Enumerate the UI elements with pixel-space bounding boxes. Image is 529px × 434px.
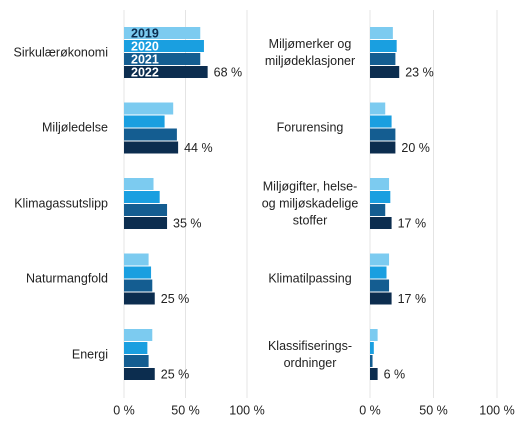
bar	[124, 141, 179, 154]
x-tick-label: 0 %	[113, 403, 135, 417]
bar	[124, 368, 155, 380]
bar	[370, 292, 392, 305]
bar	[370, 217, 392, 229]
bar	[124, 217, 168, 229]
x-tick-label: 50 %	[419, 403, 448, 417]
bar	[124, 27, 201, 39]
bar	[370, 115, 392, 128]
legend-label: 2019	[131, 26, 159, 40]
bar	[124, 40, 204, 52]
bar	[370, 141, 396, 154]
bar	[124, 178, 154, 190]
bar	[124, 66, 208, 78]
category-label: Naturmangfold	[26, 271, 108, 286]
bar	[124, 266, 152, 279]
category-label: Energi	[71, 347, 108, 361]
bar	[124, 292, 155, 305]
bar	[124, 102, 174, 115]
value-label: 35 %	[173, 216, 202, 230]
value-label: 68 %	[214, 65, 243, 79]
bar	[124, 329, 153, 341]
bar	[370, 66, 400, 78]
bar	[370, 191, 391, 203]
bar	[370, 204, 386, 216]
legend-label: 2022	[131, 65, 159, 79]
x-tick-label: 100 %	[479, 403, 514, 417]
value-label: 25 %	[161, 292, 190, 306]
bar	[124, 355, 149, 367]
bar	[370, 279, 390, 292]
x-tick-label: 100 %	[229, 403, 264, 417]
category-label: Miljømerker og miljødeklasjoner	[264, 36, 356, 68]
value-label: 20 %	[401, 141, 430, 155]
category-label: Forurensing	[276, 120, 344, 135]
bar	[124, 128, 177, 141]
bar	[124, 253, 149, 266]
bar	[124, 204, 168, 216]
value-label: 17 %	[398, 292, 427, 306]
value-label: 17 %	[398, 216, 427, 230]
bar	[370, 128, 396, 141]
category-label: Sirkulærøkonomi	[13, 45, 108, 59]
bar	[370, 253, 390, 266]
bar	[124, 279, 153, 292]
legend-label: 2021	[131, 52, 159, 66]
category-label: Klimagassutslipp	[14, 196, 108, 210]
bar	[124, 115, 165, 128]
x-tick-label: 50 %	[171, 403, 200, 417]
bar	[370, 102, 386, 115]
legend-label: 2020	[131, 39, 159, 53]
bar	[370, 53, 396, 65]
bar	[370, 178, 390, 190]
bar	[370, 355, 373, 367]
value-label: 6 %	[384, 367, 406, 381]
bar	[370, 342, 374, 354]
x-tick-label: 0 %	[359, 403, 381, 417]
bar	[370, 368, 378, 380]
bar	[370, 27, 393, 39]
bar	[370, 329, 378, 341]
category-label: Klassifiserings- ordninger	[267, 338, 353, 370]
bar	[370, 266, 387, 279]
bar	[124, 53, 201, 65]
bar	[370, 40, 397, 52]
value-label: 23 %	[405, 65, 434, 79]
category-label: Miljøgifter, helse- og miljøskadelige st…	[261, 179, 359, 227]
category-label: Miljøledelse	[42, 120, 108, 135]
bar	[124, 191, 160, 203]
bar	[124, 342, 148, 354]
value-label: 25 %	[161, 367, 190, 381]
value-label: 44 %	[184, 141, 213, 155]
category-label: Klimatilpassing	[268, 271, 352, 286]
